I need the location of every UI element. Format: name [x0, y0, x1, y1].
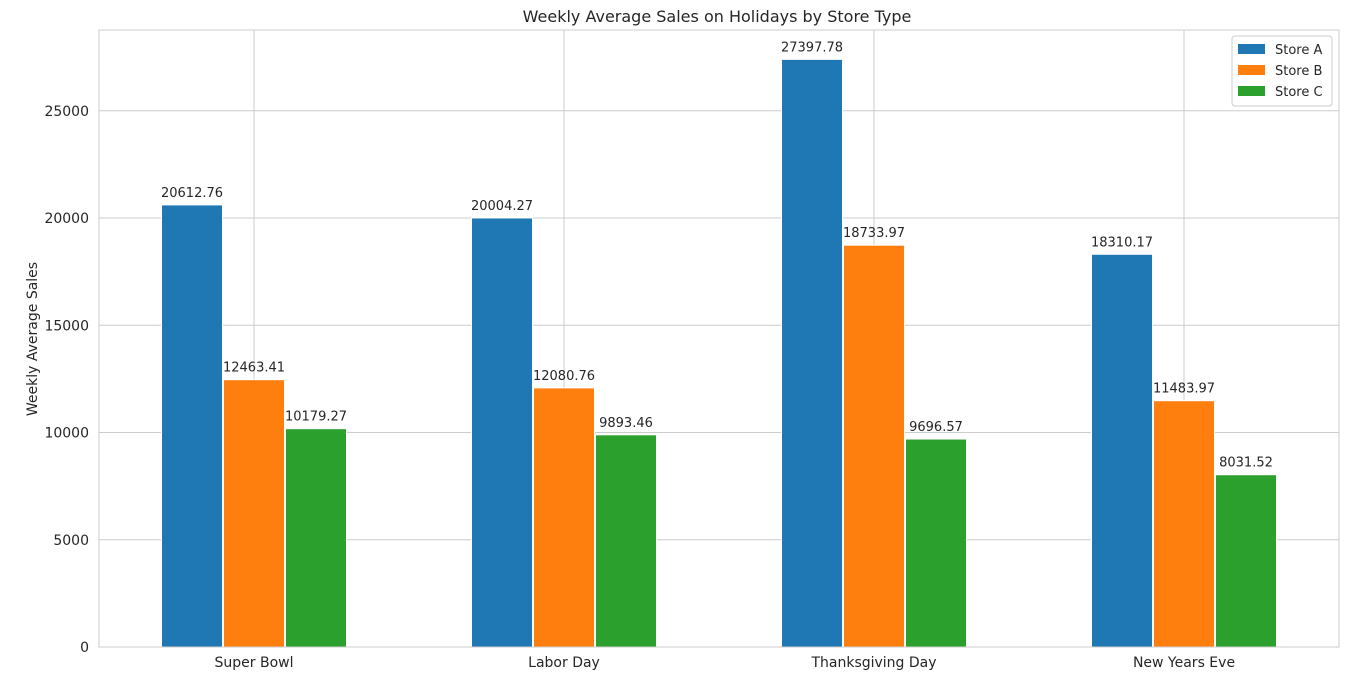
- y-tick-label: 10000: [44, 426, 89, 442]
- y-axis-label: Weekly Average Sales: [25, 262, 41, 416]
- bar-value-label: 10179.27: [285, 410, 347, 425]
- bar: [223, 379, 285, 648]
- bar: [1215, 474, 1277, 648]
- bar: [595, 434, 657, 648]
- y-tick-label: 25000: [44, 104, 89, 120]
- legend-label: Store A: [1275, 43, 1322, 58]
- bar: [471, 217, 533, 648]
- x-tick-label: Super Bowl: [215, 655, 294, 671]
- bar-value-label: 18733.97: [843, 226, 905, 241]
- x-tick-label: New Years Eve: [1133, 655, 1235, 671]
- bar-value-label: 11483.97: [1153, 382, 1215, 397]
- chart-title: Weekly Average Sales on Holidays by Stor…: [523, 7, 912, 26]
- legend-swatch: [1238, 44, 1265, 54]
- bar: [1153, 400, 1215, 648]
- bar: [781, 58, 843, 648]
- bar-value-label: 20612.76: [161, 186, 223, 201]
- bar: [161, 204, 223, 648]
- x-axis-ticks: Super Bowl Labor Day Thanksgiving Day New Y…: [215, 655, 1236, 671]
- bar-value-label: 9893.46: [599, 416, 653, 431]
- y-tick-label: 5000: [53, 533, 89, 549]
- x-tick-label: Thanksgiving Day: [810, 655, 936, 671]
- bar: [285, 428, 347, 648]
- bar-value-label: 20004.27: [471, 199, 533, 214]
- bar: [843, 244, 905, 648]
- bar-value-label: 27397.78: [781, 40, 843, 55]
- legend-swatch: [1238, 65, 1265, 75]
- bar: [1091, 253, 1153, 648]
- y-axis-ticks: 0 5000 10000 15000 20000 25000: [44, 104, 89, 656]
- bar-value-label: 12463.41: [223, 361, 285, 376]
- legend-label: Store C: [1275, 85, 1323, 100]
- bar-value-label: 9696.57: [909, 420, 963, 435]
- legend-label: Store B: [1275, 64, 1322, 79]
- legend: Store A Store B Store C: [1231, 35, 1333, 107]
- value-labels-group: 20612.76 12463.41 10179.27 20004.27 12080.76…: [161, 40, 1273, 470]
- bar-value-label: 8031.52: [1219, 456, 1273, 471]
- y-tick-label: 20000: [44, 211, 89, 227]
- y-tick-label: 15000: [44, 318, 89, 334]
- legend-swatch: [1238, 86, 1265, 96]
- bar: [905, 438, 967, 648]
- y-tick-label: 0: [80, 640, 89, 656]
- bar-value-label: 12080.76: [533, 369, 595, 384]
- x-tick-label: Labor Day: [528, 655, 600, 671]
- bar-value-label: 18310.17: [1091, 235, 1153, 250]
- plot-frame: [98, 29, 1340, 648]
- bars-group: [161, 58, 1277, 648]
- bar: [533, 387, 595, 648]
